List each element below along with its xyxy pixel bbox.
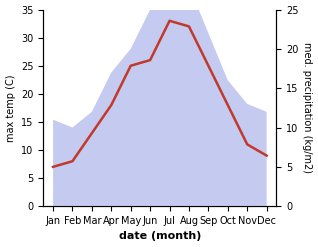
Y-axis label: max temp (C): max temp (C) — [5, 74, 16, 142]
Y-axis label: med. precipitation (kg/m2): med. precipitation (kg/m2) — [302, 42, 313, 173]
X-axis label: date (month): date (month) — [119, 231, 201, 242]
